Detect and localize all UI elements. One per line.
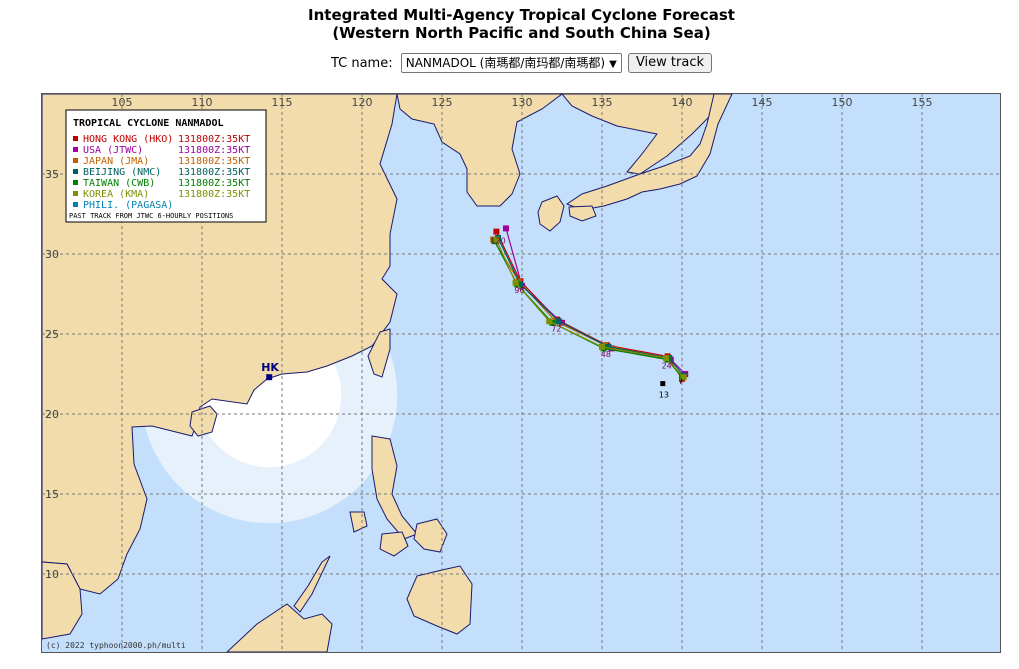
lon-label-155: 155 [912, 96, 933, 109]
land-korea [396, 94, 563, 207]
legend-agency-0: HONG KONG (HKO) [83, 134, 173, 145]
lon-label-135: 135 [592, 96, 613, 109]
lon-label-120: 120 [352, 96, 373, 109]
page-title: Integrated Multi-Agency Tropical Cyclone… [0, 6, 1019, 42]
forecast-hour-label-96: 96 [514, 286, 524, 295]
view-track-button[interactable]: View track [627, 53, 713, 73]
track-point-KMA-5 [493, 236, 500, 243]
lat-label-35: 35 [45, 168, 59, 181]
legend-swatch-6 [73, 202, 78, 207]
hong-kong-label: HK [261, 361, 279, 374]
chevron-down-icon: ▼ [609, 59, 617, 70]
legend-swatch-0 [73, 136, 78, 141]
tc-name-select-value: NANMADOL (南瑪都/南玛都/南瑪都) [405, 56, 606, 70]
land-indochina [42, 561, 83, 640]
legend: TROPICAL CYCLONE NANMADOL HONG KONG (HKO)… [65, 109, 267, 223]
legend-footer: PAST TRACK FROM JTWC 6-HOURLY POSITIONS [69, 212, 233, 220]
land-mindoro [349, 511, 368, 533]
track-point-NMC-4 [517, 281, 524, 288]
legend-agency-4: TAIWAN (CWB) [83, 178, 155, 189]
lon-label-140: 140 [672, 96, 693, 109]
lat-label-30: 30 [45, 248, 59, 261]
legend-swatch-2 [73, 158, 78, 163]
track-KMA [495, 239, 685, 378]
map-canvas: 105 110 115 120 125 130 135 140 145 150 155 35 30 25 2… [42, 94, 1000, 652]
legend-info-3: 131800Z:35KT [178, 167, 250, 178]
hong-kong-marker: HK [261, 361, 279, 381]
current-position-marker [660, 381, 666, 387]
legend-box [65, 109, 267, 223]
lat-label-15: 15 [45, 488, 59, 501]
track-point-KMA-4 [512, 279, 519, 286]
forecast-hour-label-72: 72 [551, 325, 561, 334]
lon-label-125: 125 [432, 96, 453, 109]
legend-agency-3: BEIJING (NMC) [83, 167, 161, 178]
lat-label-20: 20 [45, 408, 59, 421]
land-visayas [413, 518, 448, 553]
track-point-HKO-5 [493, 228, 500, 235]
lon-label-115: 115 [272, 96, 293, 109]
land-panay [379, 531, 409, 557]
map-credit: (c) 2022 typhoon2000.ph/multi [46, 641, 186, 650]
land-taiwan [367, 328, 391, 378]
legend-info-2: 131800Z:35KT [178, 156, 250, 167]
lon-label-150: 150 [832, 96, 853, 109]
lon-label-145: 145 [752, 96, 773, 109]
forecast-hour-label-120: 120 [490, 237, 505, 246]
forecast-map: 105 110 115 120 125 130 135 140 145 150 155 35 30 25 2… [41, 93, 1001, 653]
tc-name-select[interactable]: NANMADOL (南瑪都/南玛都/南瑪都) ▼ [400, 53, 622, 73]
land-honshu [565, 94, 733, 211]
track-point-JMA-3 [552, 318, 559, 325]
track-controls: TC name: NANMADOL (南瑪都/南玛都/南瑪都) ▼ View tr… [0, 53, 1019, 73]
land-borneo [226, 603, 333, 652]
land-shikoku [568, 205, 597, 222]
forecast-hour-label-24: 24 [662, 361, 672, 370]
lat-label-25: 25 [45, 328, 59, 341]
lat-label-10: 10 [45, 568, 59, 581]
title-line-2: (Western North Pacific and South China S… [332, 24, 711, 42]
legend-info-0: 131800Z:35KT [178, 134, 250, 145]
tc-name-label: TC name: [330, 55, 393, 71]
track-point-JTWC-5 [503, 225, 509, 232]
title-line-1: Integrated Multi-Agency Tropical Cyclone… [308, 6, 735, 24]
track-point-NMC-2 [605, 343, 612, 350]
hong-kong-square [266, 374, 273, 381]
land-palawan [293, 555, 331, 613]
legend-agency-1: USA (JTWC) [83, 145, 143, 156]
legend-info-5: 131800Z:35KT [178, 189, 250, 200]
past-track [679, 378, 683, 384]
lon-label-105: 105 [112, 96, 133, 109]
legend-swatch-3 [73, 169, 78, 174]
lon-label-110: 110 [192, 96, 213, 109]
legend-title: TROPICAL CYCLONE NANMADOL [73, 118, 224, 129]
axis-labels: 105 110 115 120 125 130 135 140 145 150 155 35 30 25 2… [45, 96, 933, 581]
land-mindanao [406, 565, 473, 635]
legend-agency-6: PHILI. (PAGASA) [83, 200, 173, 211]
track-point-KMA-2 [599, 343, 605, 350]
legend-agency-5: KOREA (KMA) [83, 189, 149, 200]
legend-info-4: 131800Z:35KT [178, 178, 250, 189]
legend-swatch-1 [73, 147, 78, 152]
legend-swatch-5 [73, 191, 78, 196]
forecast-tracks: 24 48 72 96 120 13 [490, 225, 689, 400]
lon-label-130: 130 [512, 96, 533, 109]
land-kyushu [537, 195, 565, 232]
track-point-NMC-3 [555, 318, 562, 325]
forecast-hour-label-48: 48 [601, 350, 611, 359]
track-point-KMA-3 [546, 318, 553, 325]
legend-swatch-4 [73, 180, 78, 185]
legend-info-1: 131800Z:35KT [178, 145, 250, 156]
track-point-KMA-1 [663, 355, 669, 361]
current-position-label: 13 [659, 391, 669, 400]
legend-agency-2: JAPAN (JMA) [83, 156, 149, 167]
track-point-KMA-0 [680, 374, 687, 381]
